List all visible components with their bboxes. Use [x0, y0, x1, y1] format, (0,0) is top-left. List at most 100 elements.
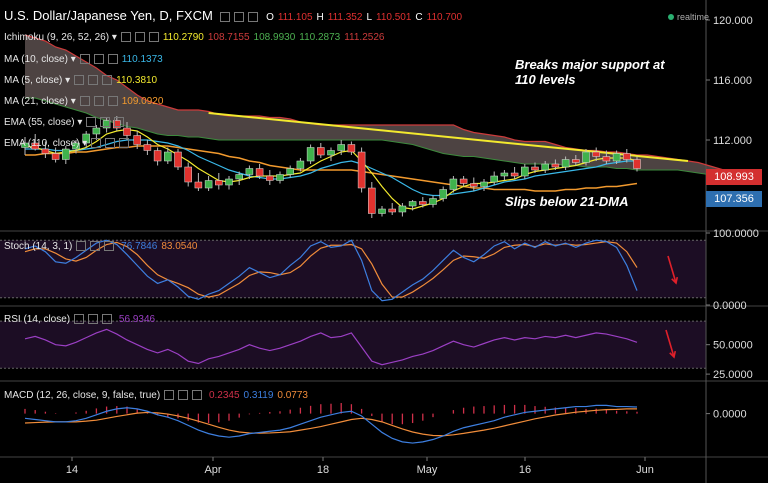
visibility-icon[interactable] [93, 96, 104, 107]
symbol-title: U.S. Dollar/Japanese Yen, D, FXCM [4, 8, 213, 23]
close-icon[interactable] [114, 117, 125, 128]
close-icon[interactable] [107, 96, 118, 107]
ichimoku-span-a [24, 34, 740, 174]
candle [357, 151, 366, 189]
settings-icon[interactable] [164, 390, 175, 401]
close-icon[interactable] [104, 241, 115, 252]
candle [551, 163, 560, 168]
indicator-row[interactable]: MA (10, close) ▾ 110.1373 [4, 53, 167, 66]
rsi-label: RSI (14, close) [4, 314, 71, 325]
candle [31, 142, 39, 150]
settings-icon[interactable] [74, 75, 85, 86]
close-icon[interactable] [102, 314, 113, 325]
indicator-row[interactable]: Ichimoku (9, 26, 52, 26) ▾ 110.2790 108.71… [4, 31, 388, 44]
candle [286, 168, 294, 175]
ohlc-value-O: 111.105 [277, 12, 313, 23]
macd-label: MACD (12, 26, close, 9, false, true) [4, 390, 161, 401]
macd-line [24, 404, 638, 444]
rsi-tick-label: 25.0000 [713, 369, 753, 381]
visibility-icon[interactable] [90, 241, 101, 252]
candle [439, 189, 447, 199]
settings-icon[interactable] [79, 96, 90, 107]
candle [449, 178, 458, 190]
candle [133, 135, 141, 145]
indicator-row[interactable]: MA (21, close) ▾ 109.0920 [4, 95, 167, 108]
candle [592, 151, 600, 157]
indicator-row[interactable]: EMA (110, close) ▾ [4, 137, 133, 150]
settings-icon[interactable] [120, 32, 131, 43]
close-icon[interactable] [192, 390, 203, 401]
candle [296, 160, 305, 169]
ohlc-key-O: O [266, 12, 274, 23]
stoch-k-line [24, 239, 638, 302]
price-badge-ema: 107.356 [706, 191, 762, 207]
close-icon[interactable] [107, 54, 118, 65]
visibility-icon[interactable] [105, 138, 116, 149]
candle [204, 180, 213, 189]
stoch-down-arrow [667, 255, 677, 284]
x-tick-label: May [417, 464, 438, 476]
macd-legend: MACD (12, 26, close, 9, false, true) 0.2… [4, 389, 312, 402]
settings-icon[interactable] [76, 241, 87, 252]
candle [82, 133, 90, 144]
close-icon[interactable] [119, 138, 130, 149]
x-tick-label: Jun [636, 464, 654, 476]
ohlc-readout: O 111.105 H 111.352 L 110.501 C 110.700 [266, 12, 466, 23]
price-badge-current: 108.993 [706, 169, 762, 185]
macd-hist-value: 0.2345 [208, 390, 240, 401]
settings-icon[interactable] [79, 54, 90, 65]
indicator-row[interactable]: MA (5, close) ▾ 110.3810 [4, 74, 161, 87]
visibility-icon[interactable] [88, 75, 99, 86]
settings-icon[interactable] [220, 11, 231, 22]
candle [123, 127, 131, 136]
candle [602, 156, 611, 162]
candle [143, 144, 152, 151]
candle [306, 147, 315, 162]
settings-icon[interactable] [74, 314, 85, 325]
candle [419, 201, 427, 205]
indicator-value: 108.7155 [207, 32, 250, 43]
visibility-icon[interactable] [178, 390, 189, 401]
ohlc-key-C: C [415, 12, 423, 23]
indicator-value: 110.2873 [299, 32, 341, 43]
candle [561, 159, 570, 168]
candle [72, 142, 80, 150]
indicator-value: 108.9930 [253, 32, 296, 43]
candle [541, 163, 549, 171]
stoch-band [0, 240, 706, 298]
candle [41, 148, 50, 154]
close-icon[interactable] [102, 75, 113, 86]
x-tick-label: 16 [519, 464, 531, 476]
ohlc-key-H: H [316, 12, 324, 23]
visibility-icon[interactable] [93, 54, 104, 65]
visibility-icon[interactable] [134, 32, 145, 43]
stoch-tick-label: 100.0000 [713, 228, 759, 240]
rsi-down-arrow-head [669, 350, 677, 359]
indicator-value: 111.2526 [344, 32, 385, 43]
visibility-icon[interactable] [88, 314, 99, 325]
ohlc-value-H: 111.352 [327, 12, 363, 23]
candle [225, 178, 233, 186]
indicator-value: 110.2790 [162, 32, 204, 43]
settings-icon[interactable] [91, 138, 102, 149]
close-icon[interactable] [148, 32, 159, 43]
settings-icon[interactable] [86, 117, 97, 128]
indicator-value: 109.0920 [121, 96, 164, 107]
candle [408, 201, 417, 207]
price-tick-label: 112.000 [713, 135, 752, 147]
rsi-band [0, 321, 706, 369]
indicator-row[interactable]: EMA (55, close) ▾ [4, 116, 128, 129]
visibility-icon[interactable] [234, 11, 245, 22]
ichimoku-span-b [25, 97, 740, 180]
stoch-tick-label: 0.0000 [713, 300, 747, 312]
rsi-down-arrow [665, 329, 675, 358]
candle [572, 159, 580, 163]
indicator-label: MA (5, close) ▾ [4, 75, 71, 86]
macd-signal-value: 0.0773 [277, 390, 308, 401]
ohlc-value-C: 110.700 [426, 12, 463, 23]
visibility-icon[interactable] [100, 117, 111, 128]
status-dot-icon [668, 14, 674, 20]
close-icon[interactable] [248, 11, 259, 22]
candle [266, 175, 274, 181]
